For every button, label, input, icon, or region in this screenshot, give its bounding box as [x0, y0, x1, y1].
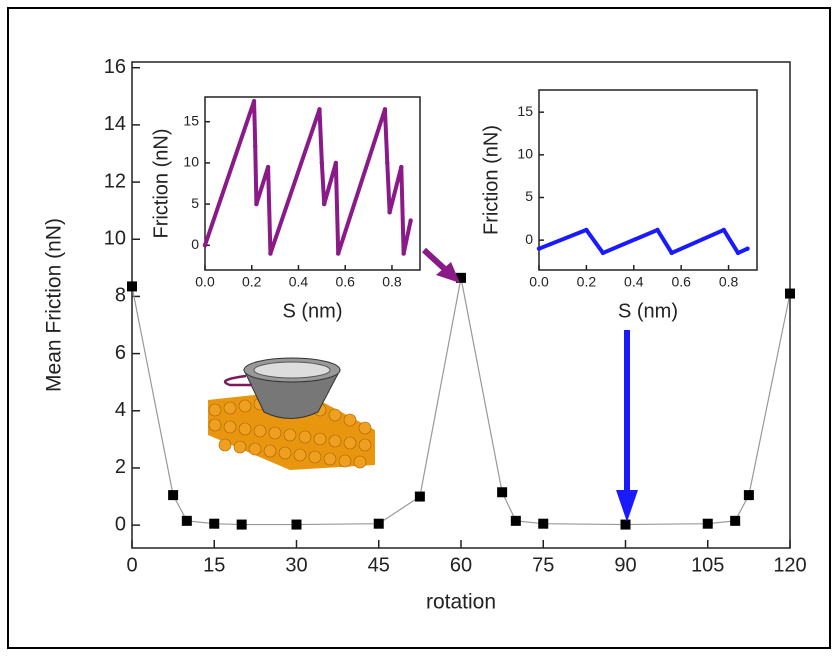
x-tick-label: 0.6	[671, 273, 691, 289]
x-tick-label: 0.4	[289, 273, 309, 289]
y-tick-label: 10	[517, 146, 533, 162]
data-point	[669, 250, 674, 256]
data-point	[209, 518, 220, 529]
y-tick-label: 14	[104, 113, 126, 135]
y-tick-label: 8	[115, 285, 126, 307]
y-axis-label: Mean Friction (nN)	[43, 218, 66, 392]
molecule-illustration	[208, 357, 375, 470]
series-line	[538, 227, 749, 255]
y-tick-label: 10	[183, 154, 199, 170]
data-point	[387, 210, 392, 215]
data-point	[399, 164, 404, 170]
y-tick-label: 2	[115, 456, 126, 478]
y-tick-label: 0	[115, 513, 126, 535]
x-tick-label: 60	[450, 554, 472, 576]
data-point	[620, 519, 631, 530]
pointer-arrows	[421, 247, 638, 522]
y-tick-label: 15	[517, 103, 533, 119]
data-point	[401, 251, 406, 256]
plot-frame	[538, 89, 758, 271]
data-point	[745, 246, 750, 251]
data-point	[317, 107, 322, 112]
x-tick-label: 120	[773, 554, 806, 576]
data-point	[600, 250, 606, 256]
y-tick-label: 15	[183, 112, 199, 128]
y-axis-label: Friction (nN)	[480, 125, 502, 235]
data-point	[510, 515, 521, 526]
data-point	[735, 250, 741, 256]
data-point	[265, 164, 271, 170]
data-point	[702, 518, 713, 529]
data-point	[414, 491, 425, 502]
data-point	[584, 227, 589, 233]
data-point	[268, 251, 273, 256]
x-tick-label: 45	[368, 554, 390, 576]
page-border	[7, 7, 831, 649]
data-point	[319, 160, 325, 166]
y-tick-label: 5	[191, 195, 199, 211]
x-tick-label: 105	[691, 554, 724, 576]
x-tick-label: 0.2	[577, 273, 597, 289]
data-point	[291, 519, 302, 530]
x-tick-label: 0.0	[195, 273, 215, 289]
data-point	[251, 98, 257, 104]
x-tick-label: 0	[126, 554, 137, 576]
y-tick-label: 6	[115, 342, 126, 364]
data-point	[785, 288, 795, 299]
x-tick-label: 0.8	[382, 273, 402, 289]
data-point	[456, 272, 466, 283]
data-point	[730, 515, 741, 526]
y-tick-label: 10	[104, 228, 126, 250]
x-axis-label: S (nm)	[618, 300, 678, 322]
data-point	[385, 160, 390, 166]
data-point	[408, 218, 413, 223]
x-tick-label: 0.0	[529, 273, 549, 289]
x-tick-label: 0.4	[624, 273, 644, 289]
data-point	[382, 107, 388, 112]
data-point	[127, 281, 137, 292]
data-point	[655, 227, 660, 233]
x-tick-label: 0.2	[242, 273, 262, 289]
data-point	[181, 515, 192, 526]
data-point	[333, 160, 339, 166]
x-axis-label: rotation	[426, 591, 496, 614]
y-tick-label: 4	[115, 399, 126, 421]
data-point	[373, 518, 384, 529]
x-tick-label: 90	[614, 554, 636, 576]
data-point	[536, 246, 542, 251]
y-tick-label: 12	[104, 170, 126, 192]
y-tick-label: 16	[104, 56, 126, 78]
x-tick-label: 0.8	[719, 273, 739, 289]
x-axis-label: S (nm)	[283, 300, 343, 322]
y-axis-label: Friction (nN)	[150, 128, 172, 238]
data-point	[321, 201, 327, 207]
y-tick-label: 0	[525, 231, 533, 247]
data-point	[538, 518, 549, 529]
x-tick-label: 30	[285, 554, 307, 576]
y-tick-label: 5	[525, 188, 533, 204]
data-point	[202, 243, 208, 248]
data-point	[721, 227, 727, 233]
data-point	[254, 201, 259, 207]
data-point	[236, 519, 247, 530]
data-point	[497, 487, 508, 498]
data-point	[253, 144, 258, 149]
data-point	[743, 490, 754, 501]
x-tick-label: 75	[532, 554, 554, 576]
y-tick-label: 0	[191, 236, 199, 252]
data-point	[336, 251, 341, 256]
x-tick-label: 0.6	[335, 273, 355, 289]
data-point	[168, 490, 179, 501]
x-tick-label: 15	[203, 554, 225, 576]
